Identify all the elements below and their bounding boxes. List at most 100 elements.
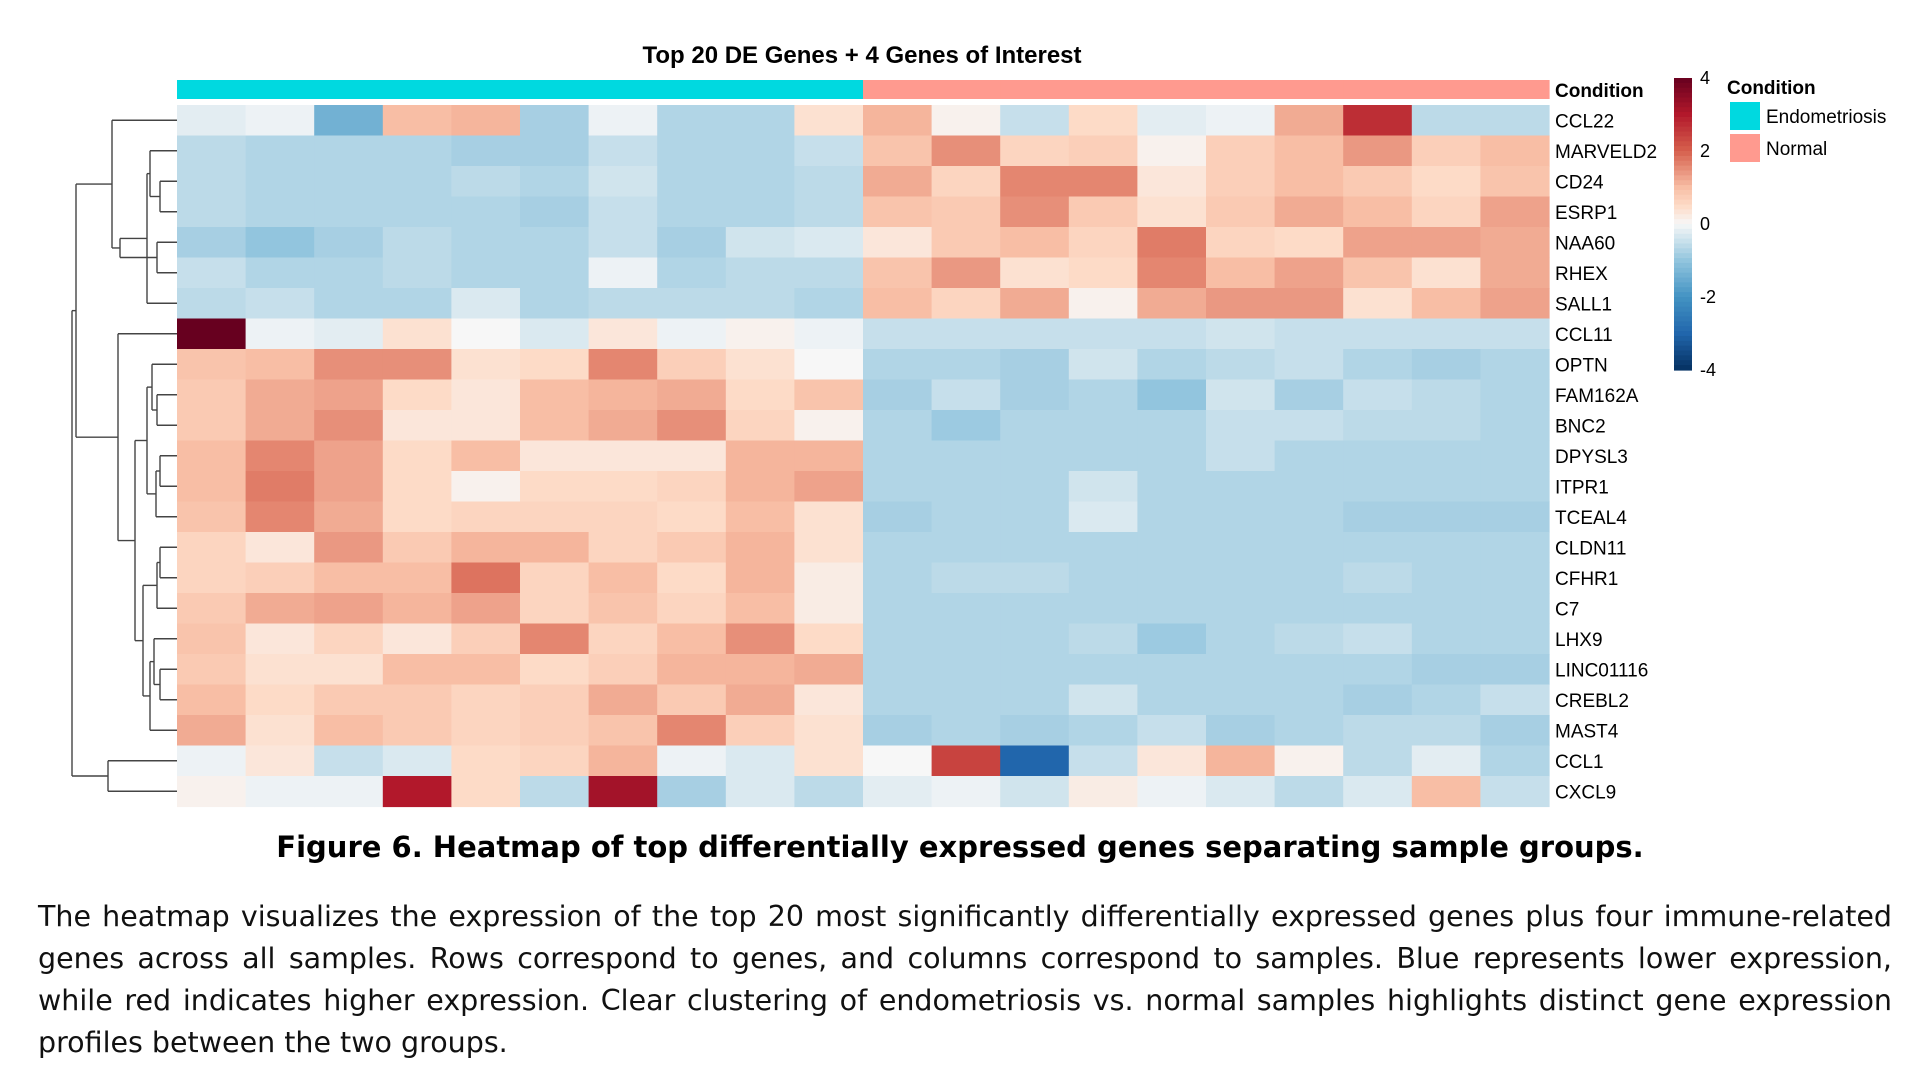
heat-cell-BNC2-1 — [245, 410, 315, 442]
heat-cell-ITPR1-19 — [1480, 471, 1550, 503]
color-scale-step-19 — [1674, 170, 1692, 176]
heat-cell-CCL11-19 — [1480, 318, 1550, 350]
heat-cell-CD24-3 — [382, 166, 452, 198]
heat-cell-MAST4-17 — [1343, 715, 1413, 747]
heat-cell-C7-6 — [588, 593, 658, 625]
heat-cell-LINC01116-8 — [725, 654, 795, 686]
heat-cell-C7-3 — [382, 593, 452, 625]
heat-cell-ITPR1-18 — [1411, 471, 1481, 503]
heat-cell-NAA60-0 — [177, 227, 247, 259]
heat-cell-LINC01116-4 — [451, 654, 521, 686]
heat-cell-CLDN11-13 — [1068, 532, 1138, 564]
color-scale-step-59 — [1674, 365, 1692, 371]
color-scale-step-42 — [1674, 282, 1692, 288]
heat-cell-MAST4-4 — [451, 715, 521, 747]
heat-cell-TCEAL4-19 — [1480, 501, 1550, 533]
heat-cell-MARVELD2-9 — [794, 135, 864, 167]
heat-cell-CCL1-13 — [1068, 745, 1138, 777]
heat-cell-BNC2-14 — [1137, 410, 1207, 442]
heat-cell-ESRP1-13 — [1068, 196, 1138, 228]
heat-cell-MAST4-6 — [588, 715, 658, 747]
heat-cell-ESRP1-4 — [451, 196, 521, 228]
heat-cell-RHEX-0 — [177, 257, 247, 289]
heat-cell-MAST4-12 — [1000, 715, 1070, 747]
color-scale-step-28 — [1674, 214, 1692, 220]
heat-cell-MAST4-0 — [177, 715, 247, 747]
color-scale-step-10 — [1674, 126, 1692, 133]
heat-cell-LINC01116-6 — [588, 654, 658, 686]
heat-cell-SALL1-6 — [588, 288, 658, 320]
heat-cell-CCL22-18 — [1411, 105, 1481, 137]
heat-cell-LHX9-12 — [1000, 623, 1070, 655]
color-scale-step-4 — [1674, 97, 1692, 103]
heat-cell-ITPR1-16 — [1274, 471, 1344, 503]
heat-cell-CLDN11-12 — [1000, 532, 1070, 564]
color-scale-step-47 — [1674, 306, 1692, 313]
heat-cell-TCEAL4-7 — [657, 501, 727, 533]
gene-label-cfhr1: CFHR1 — [1555, 569, 1618, 590]
heat-cell-ESRP1-1 — [245, 196, 315, 228]
heat-cell-NAA60-15 — [1206, 227, 1276, 259]
heat-cell-CCL1-12 — [1000, 745, 1070, 777]
heat-cell-CCL22-2 — [314, 105, 384, 137]
color-scale-step-9 — [1674, 121, 1692, 128]
heat-cell-ITPR1-2 — [314, 471, 384, 503]
heat-cell-CCL22-15 — [1206, 105, 1276, 137]
gene-label-crebl2: CREBL2 — [1555, 691, 1629, 712]
heat-cell-CFHR1-15 — [1206, 562, 1276, 594]
color-scale-step-20 — [1674, 175, 1692, 181]
heat-cell-DPYSL3-15 — [1206, 440, 1276, 472]
heat-cell-OPTN-12 — [1000, 349, 1070, 381]
heat-cell-OPTN-18 — [1411, 349, 1481, 381]
heat-cell-SALL1-15 — [1206, 288, 1276, 320]
heat-cell-ESRP1-0 — [177, 196, 247, 228]
heat-cell-BNC2-11 — [931, 410, 1001, 442]
heat-cell-LHX9-9 — [794, 623, 864, 655]
heat-cell-CFHR1-18 — [1411, 562, 1481, 594]
heat-cell-OPTN-7 — [657, 349, 727, 381]
annotation-cell-8 — [725, 80, 795, 99]
color-scale-step-49 — [1674, 316, 1692, 322]
heat-cell-CREBL2-7 — [657, 684, 727, 716]
heat-cell-NAA60-4 — [451, 227, 521, 259]
condition-legend: Condition Endometriosis Normal — [1727, 78, 1886, 162]
heat-cell-SALL1-3 — [382, 288, 452, 320]
heat-cell-CREBL2-8 — [725, 684, 795, 716]
heat-cell-MARVELD2-15 — [1206, 135, 1276, 167]
heat-cell-NAA60-7 — [657, 227, 727, 259]
heat-cell-CREBL2-4 — [451, 684, 521, 716]
heat-cell-CFHR1-2 — [314, 562, 384, 594]
heat-cell-FAM162A-0 — [177, 379, 247, 411]
heat-cell-DPYSL3-9 — [794, 440, 864, 472]
heat-cell-OPTN-0 — [177, 349, 247, 381]
color-scale-step-27 — [1674, 209, 1692, 215]
heat-cell-CXCL9-2 — [314, 776, 384, 808]
heat-cell-CLDN11-5 — [520, 532, 590, 564]
heat-cell-FAM162A-9 — [794, 379, 864, 411]
color-scale-tick--2: -2 — [1700, 287, 1716, 307]
heat-cell-BNC2-4 — [451, 410, 521, 442]
heat-cell-CLDN11-1 — [245, 532, 315, 564]
heat-cell-LHX9-5 — [520, 623, 590, 655]
heat-cell-ESRP1-15 — [1206, 196, 1276, 228]
heat-cell-CD24-13 — [1068, 166, 1138, 198]
condition-legend-title: Condition — [1727, 78, 1816, 99]
row-dendrogram — [71, 119, 177, 792]
heat-cell-MAST4-10 — [863, 715, 933, 747]
heat-cell-LHX9-2 — [314, 623, 384, 655]
heat-cell-CCL11-7 — [657, 318, 727, 350]
heat-cell-C7-16 — [1274, 593, 1344, 625]
heat-cell-DPYSL3-4 — [451, 440, 521, 472]
heat-cell-CLDN11-7 — [657, 532, 727, 564]
color-scale-step-14 — [1674, 146, 1692, 152]
heat-cell-CREBL2-0 — [177, 684, 247, 716]
heat-cell-C7-15 — [1206, 593, 1276, 625]
heat-cell-CFHR1-14 — [1137, 562, 1207, 594]
color-scale-step-25 — [1674, 199, 1692, 206]
heat-cell-LHX9-16 — [1274, 623, 1344, 655]
color-scale-step-35 — [1674, 248, 1692, 254]
heat-cell-LHX9-1 — [245, 623, 315, 655]
heat-cell-CLDN11-0 — [177, 532, 247, 564]
heat-cell-CCL22-6 — [588, 105, 658, 137]
figure-description: The heatmap visualizes the expression of… — [38, 900, 1892, 1059]
